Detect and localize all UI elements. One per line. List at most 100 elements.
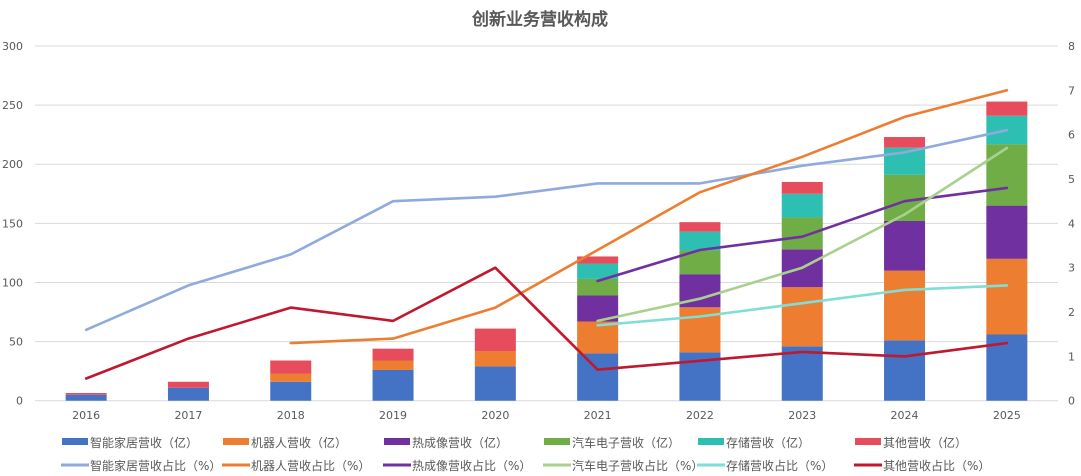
bar-segment-1-2023 xyxy=(781,287,823,347)
bar-segment-3-2022 xyxy=(679,250,721,275)
bar-segment-5-2016 xyxy=(65,393,107,395)
legend-item-bar-3[interactable]: 汽车电子营收（亿） xyxy=(544,435,680,450)
legend-label: 其他营收（亿） xyxy=(883,435,967,450)
bar-segment-0-2017 xyxy=(167,387,209,401)
x-tick-label: 2020 xyxy=(481,409,509,422)
legend-item-line-1[interactable]: 机器人营收占比（%） xyxy=(222,458,370,473)
bar-segment-0-2016 xyxy=(65,394,107,401)
x-tick-label: 2023 xyxy=(788,409,816,422)
legend-label: 存储营收占比（%） xyxy=(726,458,833,473)
bar-segment-5-2017 xyxy=(167,381,209,388)
bar-segment-2-2024 xyxy=(884,220,926,271)
legend-item-line-5[interactable]: 其他营收占比（%） xyxy=(854,458,990,473)
bar-segment-1-2021 xyxy=(577,321,619,354)
bar-segment-1-2019 xyxy=(372,360,414,370)
line-series-4 xyxy=(596,284,1009,327)
legend-item-bar-4[interactable]: 存储营收（亿） xyxy=(698,435,810,450)
x-tick-label: 2017 xyxy=(174,409,202,422)
x-tick-label: 2024 xyxy=(891,409,919,422)
legend-label: 热成像营收占比（%） xyxy=(412,458,531,473)
legend-label: 汽车电子营收（亿） xyxy=(572,435,680,450)
bar-segment-5-2024 xyxy=(884,137,926,148)
legend-swatch xyxy=(855,438,881,445)
y-left-tick-label: 0 xyxy=(16,395,23,408)
legend-item-line-0[interactable]: 智能家居营收占比（%） xyxy=(61,458,221,473)
legend-item-bar-2[interactable]: 热成像营收（亿） xyxy=(384,435,508,450)
line-series-3 xyxy=(596,146,1009,323)
line-series-1 xyxy=(289,89,1009,345)
bar-segment-0-2018 xyxy=(270,381,312,401)
bar-segment-5-2022 xyxy=(679,222,721,232)
legend-label: 机器人营收占比（%） xyxy=(251,458,370,473)
gridlines xyxy=(35,45,1058,402)
legend-item-bar-1[interactable]: 机器人营收（亿） xyxy=(223,435,347,450)
y-axis-left: 0 50 100 150 200 250 300 xyxy=(2,40,23,408)
x-tick-label: 2018 xyxy=(277,409,305,422)
bar-segment-5-2023 xyxy=(781,181,823,194)
bar-segment-0-2021 xyxy=(577,353,619,401)
bar-segment-2-2025 xyxy=(986,205,1028,259)
y-right-tick-label: 1 xyxy=(1068,350,1075,363)
x-axis: 2016 2017 2018 2019 2020 2021 2022 2023 2024 2025 xyxy=(72,409,1021,422)
legend-item-bar-5[interactable]: 其他营收（亿） xyxy=(855,435,967,450)
bar-segment-1-2018 xyxy=(270,373,312,382)
line-series-0 xyxy=(84,128,1009,332)
legend-label: 存储营收（亿） xyxy=(726,435,810,450)
y-right-tick-label: 6 xyxy=(1068,129,1075,142)
bar-segment-1-2025 xyxy=(986,258,1028,335)
y-right-tick-label: 4 xyxy=(1068,217,1075,230)
bar-segment-5-2020 xyxy=(474,328,516,352)
bar-segment-5-2018 xyxy=(270,360,312,374)
y-right-tick-label: 3 xyxy=(1068,262,1075,275)
y-left-tick-label: 200 xyxy=(2,158,23,171)
bar-segment-4-2023 xyxy=(781,193,823,218)
bar-segment-1-2024 xyxy=(884,270,926,341)
legend-swatch xyxy=(223,438,249,445)
bars xyxy=(65,101,1028,401)
line-series-5 xyxy=(84,266,1009,380)
legend-item-bar-0[interactable]: 智能家居营收（亿） xyxy=(62,435,198,450)
x-tick-label: 2022 xyxy=(686,409,714,422)
legend-swatch xyxy=(384,438,410,445)
y-right-tick-label: 8 xyxy=(1068,40,1075,53)
y-left-tick-label: 250 xyxy=(2,99,23,112)
legend-label: 其他营收占比（%） xyxy=(883,458,990,473)
bar-segment-3-2023 xyxy=(781,217,823,250)
legend-label: 机器人营收（亿） xyxy=(251,435,347,450)
legend-item-line-4[interactable]: 存储营收占比（%） xyxy=(697,458,833,473)
bar-segment-3-2025 xyxy=(986,144,1028,206)
legend-item-line-2[interactable]: 热成像营收占比（%） xyxy=(383,458,531,473)
legend-swatch xyxy=(62,438,88,445)
y-left-tick-label: 100 xyxy=(2,276,23,289)
legend-swatch xyxy=(544,438,570,445)
legend-label: 汽车电子营收占比（%） xyxy=(572,458,703,473)
legend-swatch xyxy=(698,438,724,445)
legend: 智能家居营收（亿） 机器人营收（亿） 热成像营收（亿） 汽车电子营收（亿） 存储营收（亿… xyxy=(61,435,990,473)
y-left-tick-label: 150 xyxy=(2,217,23,230)
bar-segment-4-2021 xyxy=(577,263,619,279)
bar-segment-0-2020 xyxy=(474,366,516,401)
y-right-tick-label: 2 xyxy=(1068,306,1075,319)
chart-title: 创新业务营收构成 xyxy=(471,9,608,30)
y-left-tick-label: 300 xyxy=(2,40,23,53)
bar-segment-5-2019 xyxy=(372,348,414,361)
x-tick-label: 2021 xyxy=(584,409,612,422)
y-axis-right: 0 1 2 3 4 5 6 7 8 xyxy=(1068,40,1075,408)
bar-segment-0-2023 xyxy=(781,346,823,401)
x-tick-label: 2016 xyxy=(72,409,100,422)
bar-segment-0-2019 xyxy=(372,369,414,401)
bar-segment-1-2020 xyxy=(474,351,516,367)
bar-segment-4-2022 xyxy=(679,231,721,251)
x-tick-label: 2019 xyxy=(379,409,407,422)
y-right-tick-label: 5 xyxy=(1068,173,1075,186)
y-left-tick-label: 50 xyxy=(9,336,23,349)
bar-segment-0-2024 xyxy=(884,340,926,401)
x-tick-label: 2025 xyxy=(993,409,1021,422)
bar-segment-5-2025 xyxy=(986,101,1028,116)
lines xyxy=(84,89,1009,380)
legend-label: 热成像营收（亿） xyxy=(412,435,508,450)
legend-label: 智能家居营收占比（%） xyxy=(90,458,221,473)
y-right-tick-label: 7 xyxy=(1068,84,1075,97)
legend-item-line-3[interactable]: 汽车电子营收占比（%） xyxy=(543,458,703,473)
